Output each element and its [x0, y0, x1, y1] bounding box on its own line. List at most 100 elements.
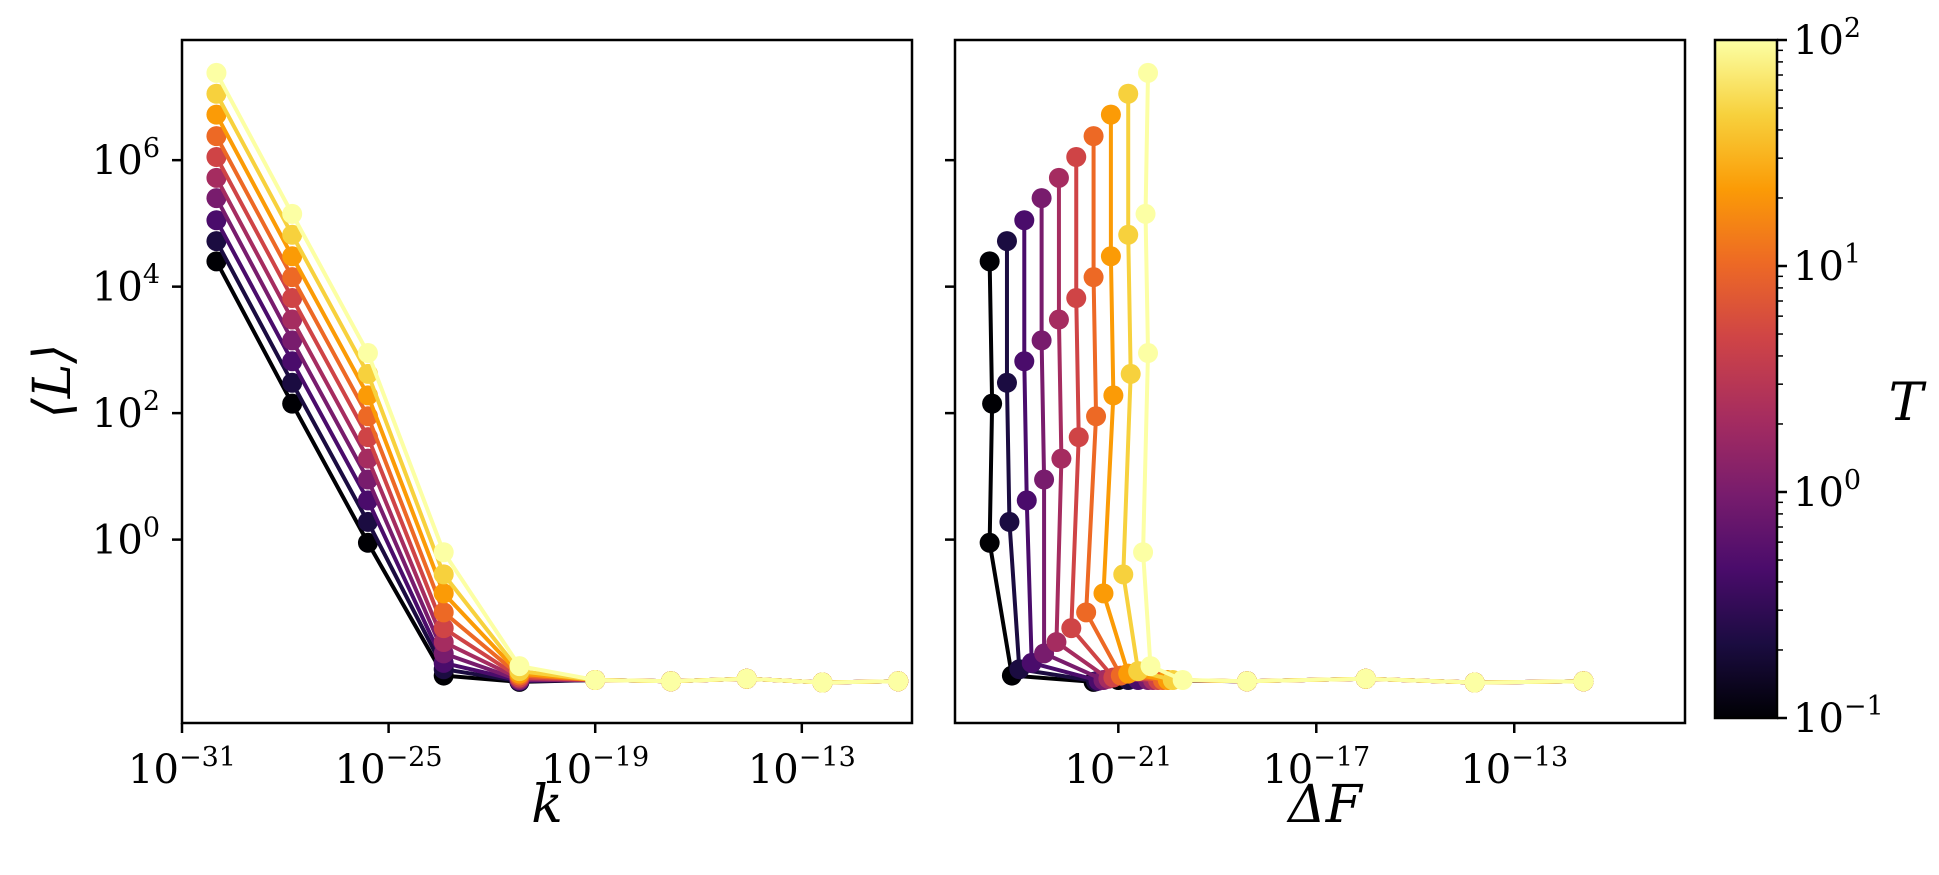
left-data-point: [660, 671, 681, 692]
colorbar-label: T: [1889, 373, 1927, 433]
left-series-line: [214, 156, 899, 685]
right-data-point: [996, 372, 1017, 393]
right-data-point: [1068, 427, 1089, 448]
right-data-point: [1016, 490, 1037, 511]
left-data-point: [206, 251, 227, 272]
right-data-point: [1083, 267, 1104, 288]
right-series-line: [1039, 198, 1584, 685]
right-data-point: [1046, 632, 1067, 653]
right-data-point: [1083, 126, 1104, 147]
left-series-line: [214, 197, 899, 685]
colorbar: 102 101 100 10−1 T: [1713, 13, 1927, 742]
left-data-point: [206, 62, 227, 83]
right-data-point: [1237, 671, 1257, 692]
right-data-point: [1051, 448, 1072, 469]
left-x-tick-label: 10−13: [748, 742, 856, 793]
right-series-line: [1141, 72, 1584, 685]
right-data-point: [1118, 224, 1139, 245]
right-data-point: [1014, 210, 1035, 231]
right-data-point: [1118, 83, 1139, 104]
left-data-point: [206, 104, 227, 125]
right-axes-frame: [953, 38, 1687, 725]
left-data-point: [282, 372, 303, 393]
right-data-point: [1355, 668, 1376, 689]
right-series-line: [1101, 114, 1584, 685]
left-panel: 10−31 10−25 10−19 10−13 100 102 104 106 k ⟨L⟩: [23, 38, 914, 835]
right-data-point: [979, 532, 1000, 553]
right-x-tick-label: 10−13: [1460, 742, 1568, 793]
left-data-point: [585, 669, 606, 690]
colorbar-tick-label: 10−1: [1793, 691, 1884, 742]
left-data-point: [206, 83, 227, 104]
left-data-point: [206, 231, 227, 252]
right-data-point: [982, 393, 1003, 414]
colorbar-tick-label: 100: [1793, 465, 1861, 516]
left-data-point: [206, 126, 227, 147]
right-series-line: [1054, 177, 1584, 685]
left-data-point: [282, 203, 303, 224]
right-x-axis-label: ΔF: [1286, 775, 1364, 835]
right-data-point: [1061, 618, 1082, 639]
left-data-point: [282, 351, 303, 372]
left-y-tick-label: 100: [92, 513, 160, 564]
right-data-point: [1034, 469, 1055, 490]
right-data-point: [1100, 246, 1121, 267]
right-data-point: [1031, 330, 1052, 351]
left-data-point: [357, 343, 378, 364]
left-y-tick-label: 106: [92, 133, 160, 184]
right-data-point: [1133, 542, 1154, 563]
right-data-point: [1140, 656, 1161, 677]
left-data-point: [206, 188, 227, 209]
right-data-point: [979, 251, 1000, 272]
right-data-point: [1066, 146, 1087, 167]
left-y-axis-label: ⟨L⟩: [23, 343, 83, 418]
right-data-point: [1135, 203, 1156, 224]
left-data-point: [433, 564, 454, 585]
left-x-tick-label: 10−31: [128, 742, 236, 793]
left-data-point: [282, 224, 303, 245]
left-data-point: [282, 393, 303, 414]
right-data-point: [1113, 564, 1134, 585]
right-data-point: [1464, 672, 1485, 693]
right-data-point: [1100, 104, 1121, 125]
right-data-point: [1172, 669, 1193, 690]
right-data-point: [1138, 62, 1159, 83]
right-data-point: [1048, 309, 1069, 330]
colorbar-tick-label: 102: [1793, 13, 1861, 64]
left-data-point: [888, 671, 909, 692]
left-x-tick-label: 10−19: [541, 742, 649, 793]
right-data-point: [1014, 351, 1035, 372]
colorbar-tick-label: 101: [1793, 239, 1861, 290]
left-data-point: [282, 309, 303, 330]
left-data-point: [433, 542, 454, 563]
right-data-point: [1086, 406, 1107, 427]
left-data-point: [509, 656, 530, 677]
left-data-point: [206, 210, 227, 231]
right-series-line: [1084, 136, 1584, 685]
left-data-point: [433, 602, 454, 623]
right-data-point: [1076, 602, 1097, 623]
left-data-point: [282, 330, 303, 351]
left-x-tick-label: 10−25: [335, 742, 443, 793]
right-data-point: [1093, 583, 1114, 604]
left-data-point: [433, 618, 454, 639]
left-series-line: [214, 113, 899, 685]
left-series-line: [214, 71, 899, 685]
right-data-point: [1066, 288, 1087, 309]
left-data-point: [206, 146, 227, 167]
colorbar-gradient: [1713, 38, 1779, 720]
left-data-point: [433, 583, 454, 604]
right-data-point: [996, 231, 1017, 252]
right-x-tick-label: 10−17: [1262, 742, 1370, 793]
right-data-point: [1031, 188, 1052, 209]
right-panel: 10−21 10−17 10−13 ΔF: [945, 38, 1687, 835]
left-data-point: [282, 267, 303, 288]
left-y-tick-label: 104: [92, 260, 160, 311]
left-y-tick-label: 102: [92, 386, 160, 437]
left-x-axis-label: k: [531, 775, 563, 835]
right-data-point: [1048, 167, 1069, 188]
left-data-point: [812, 672, 833, 693]
left-axes-frame: [180, 38, 914, 725]
right-data-point: [1573, 671, 1594, 692]
